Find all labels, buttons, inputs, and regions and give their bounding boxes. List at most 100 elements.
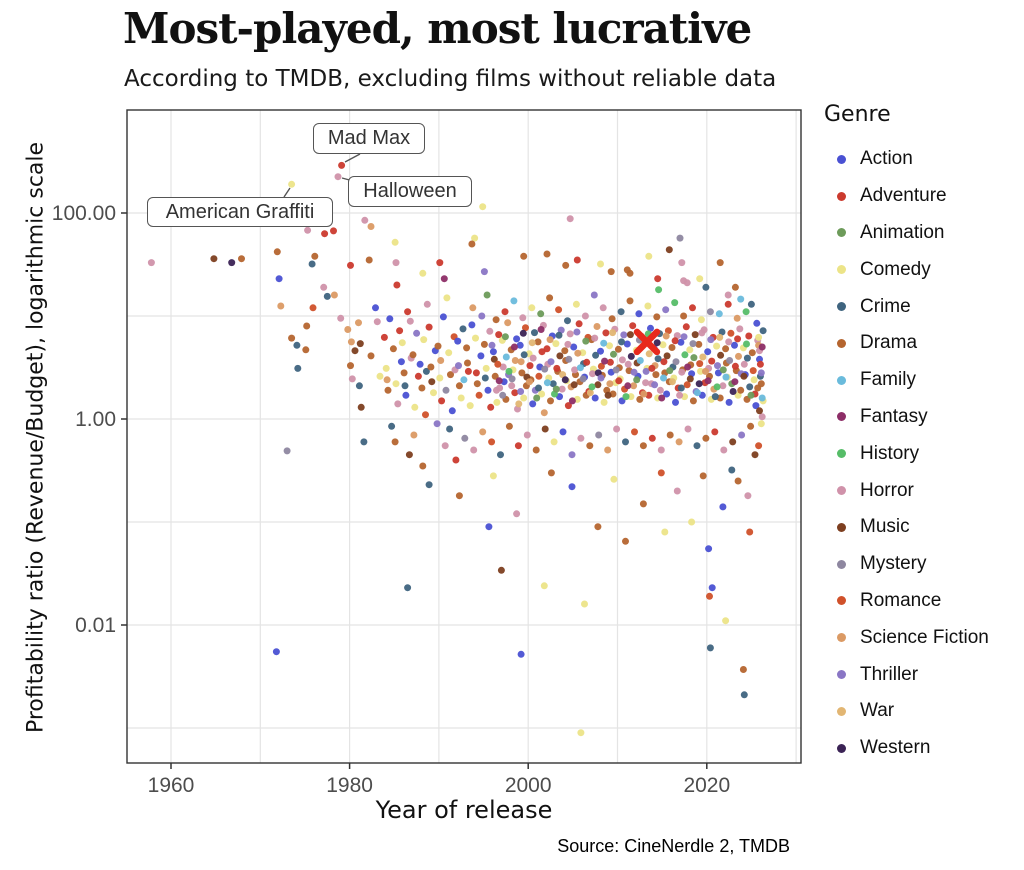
data-point: [481, 374, 489, 382]
legend-label: War: [860, 700, 895, 722]
data-point: [425, 323, 433, 331]
legend-swatch-icon: [837, 670, 846, 680]
data-point: [288, 334, 296, 342]
data-point: [627, 393, 635, 401]
data-point: [708, 584, 716, 592]
legend-item-family: Family: [824, 362, 1020, 399]
data-point: [601, 357, 609, 365]
data-point: [743, 354, 751, 362]
data-point: [713, 342, 721, 350]
data-point: [722, 345, 730, 353]
data-point: [653, 339, 661, 347]
data-point: [752, 402, 760, 410]
data-point: [706, 592, 713, 600]
data-point: [479, 203, 487, 211]
data-point: [304, 226, 312, 234]
data-point: [418, 384, 426, 392]
legend-label: Drama: [860, 332, 918, 354]
data-point: [497, 566, 505, 574]
data-point: [447, 371, 454, 379]
data-point: [508, 382, 516, 390]
data-point: [629, 322, 637, 330]
legend-label: Adventure: [860, 185, 947, 207]
data-point: [464, 367, 472, 375]
data-point: [277, 302, 285, 310]
data-point: [360, 438, 368, 446]
data-point: [740, 360, 748, 368]
data-point: [686, 346, 694, 354]
data-point: [757, 420, 765, 428]
legend-swatch-icon: [837, 302, 846, 312]
data-point: [564, 402, 572, 410]
data-point: [754, 384, 762, 392]
data-point: [671, 299, 679, 307]
legend-swatch-icon: [837, 154, 846, 164]
data-point: [618, 356, 626, 364]
data-point: [405, 451, 413, 459]
data-point: [400, 369, 408, 377]
data-point: [695, 380, 703, 388]
data-point: [676, 234, 684, 242]
data-point: [518, 369, 526, 377]
legend-item-comedy: Comedy: [824, 251, 1020, 288]
data-point: [537, 326, 545, 333]
data-point: [540, 409, 548, 417]
legend-swatch-icon: [837, 338, 846, 348]
data-point: [597, 347, 604, 355]
legend-label: Horror: [860, 479, 914, 501]
data-point: [676, 391, 684, 399]
data-point: [582, 337, 590, 345]
data-point: [719, 382, 727, 390]
data-point: [566, 330, 574, 338]
data-point: [526, 378, 533, 386]
data-point: [367, 352, 375, 360]
data-point: [311, 252, 319, 260]
data-point: [724, 291, 732, 299]
data-point: [683, 279, 691, 287]
legend-label: Fantasy: [860, 405, 928, 427]
data-point: [728, 466, 736, 474]
data-point: [652, 371, 660, 379]
data-point: [457, 394, 465, 402]
data-point: [441, 442, 449, 450]
data-point: [473, 380, 481, 388]
data-point: [538, 390, 546, 398]
data-point: [722, 617, 730, 625]
data-point: [749, 367, 757, 375]
data-point: [303, 322, 311, 330]
data-point: [704, 377, 712, 385]
data-point: [577, 729, 585, 737]
data-point: [472, 334, 479, 342]
legend-swatch-icon: [837, 633, 846, 643]
data-point: [490, 355, 498, 363]
data-point: [716, 259, 724, 267]
data-point: [516, 341, 524, 349]
data-point: [517, 650, 525, 658]
annotation-label: American Graffiti: [147, 197, 333, 227]
data-point: [662, 306, 670, 314]
data-point: [579, 375, 587, 383]
data-point: [750, 376, 758, 384]
data-point: [684, 425, 692, 433]
legend: Genre Action Adventure Animation Comedy Crim…: [824, 102, 1020, 767]
data-point: [729, 438, 737, 446]
data-point: [573, 256, 581, 264]
data-point: [293, 341, 301, 349]
data-point: [517, 358, 525, 366]
y-tick-label: 0.01: [75, 614, 116, 637]
data-point: [737, 295, 745, 303]
data-point: [468, 240, 476, 248]
data-point: [392, 380, 400, 388]
data-point: [645, 252, 653, 260]
data-point: [393, 281, 401, 289]
data-point: [472, 369, 480, 377]
data-point: [668, 344, 676, 351]
data-point: [604, 391, 612, 399]
legend-label: Comedy: [860, 258, 931, 280]
data-point: [731, 283, 739, 291]
data-point: [686, 375, 694, 383]
data-point: [683, 381, 691, 389]
data-point: [367, 223, 375, 230]
data-point: [581, 312, 589, 320]
y-tick-label: 100.00: [52, 202, 116, 225]
